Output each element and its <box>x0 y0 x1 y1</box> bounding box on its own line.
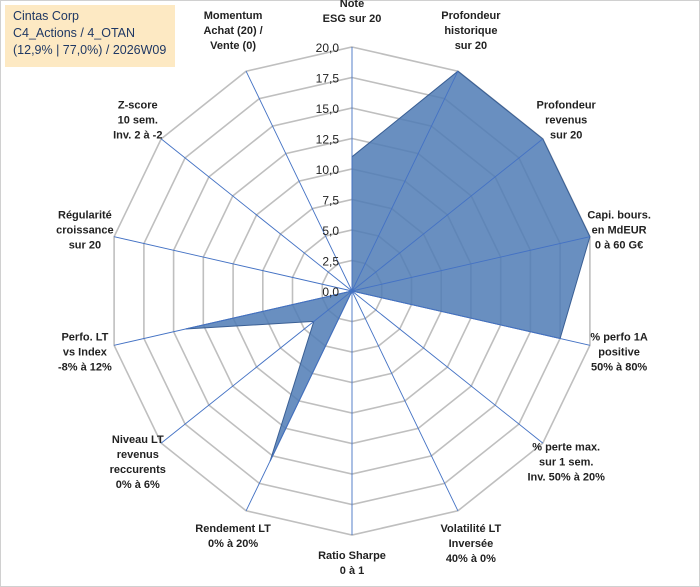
axis-label: revenus <box>545 115 587 127</box>
axis-label: Volatilité LT <box>441 523 502 535</box>
tick-label: 2,5 <box>322 255 339 269</box>
axis-label: positive <box>598 347 640 359</box>
axis-label: 0% à 20% <box>208 538 258 550</box>
axis-label: croissance <box>56 225 113 237</box>
title-category: C4_Actions / 4_OTAN <box>13 26 136 40</box>
title-company: Cintas Corp <box>13 9 79 23</box>
axis-label: Capi. bours. <box>587 210 651 222</box>
axis-spoke <box>351 290 459 511</box>
axis-label: Achat (20) / <box>203 25 262 37</box>
axis-spoke <box>245 290 353 511</box>
axis-label: Régularité <box>58 210 112 222</box>
axis-label: historique <box>444 25 497 37</box>
axis-label: % perte max. <box>532 441 600 453</box>
axis-label: 0 à 60 G€ <box>595 240 643 252</box>
tick-label: 0,0 <box>322 285 339 299</box>
axis-spoke <box>160 290 353 444</box>
axis-label: sur 20 <box>455 40 487 52</box>
axis-label: sur 20 <box>69 240 101 252</box>
axis-spoke <box>351 71 459 292</box>
axis-label: Rendement LT <box>195 523 271 535</box>
axis-label: Inv. 2 à -2 <box>113 130 162 142</box>
axis-label: Momentum <box>204 10 263 22</box>
tick-label: 20,0 <box>316 41 340 55</box>
axis-label: 50% à 80% <box>591 362 647 374</box>
tick-label: 10,0 <box>316 163 340 177</box>
axis-label: Inv. 50% à 20% <box>527 471 605 483</box>
axis-label: Inversée <box>449 538 494 550</box>
axis-label: -8% à 12% <box>58 362 112 374</box>
axis-label: sur 1 sem. <box>539 456 593 468</box>
axis-label: 10 sem. <box>118 115 158 127</box>
axis-spoke <box>245 71 353 292</box>
axis-label: Vente (0) <box>210 40 256 52</box>
tick-label: 7,5 <box>322 194 339 208</box>
axis-label: Note <box>340 0 364 10</box>
axis-label: 0% à 6% <box>116 479 160 491</box>
chart-title-box: Cintas Corp C4_Actions / 4_OTAN (12,9% |… <box>5 5 175 67</box>
axis-label: vs Index <box>63 347 108 359</box>
axis-label: Z-score <box>118 100 158 112</box>
axis-spoke <box>351 138 544 292</box>
tick-label: 12,5 <box>316 133 340 147</box>
tick-label: 15,0 <box>316 102 340 116</box>
axis-label: 0 à 1 <box>340 565 364 577</box>
axis-spoke <box>351 290 591 346</box>
axis-spoke <box>351 290 544 444</box>
axis-label: Perfo. LT <box>61 332 108 344</box>
axis-label: Ratio Sharpe <box>318 550 386 562</box>
axis-label: revenus <box>117 449 159 461</box>
axis-label: Profondeur <box>537 100 597 112</box>
axis-label: % perfo 1A <box>590 332 648 344</box>
axis-label: reccurents <box>110 464 166 476</box>
axis-spoke <box>113 236 353 292</box>
tick-label: 5,0 <box>322 224 339 238</box>
axis-spoke <box>160 138 353 292</box>
axis-label: en MdEUR <box>592 225 647 237</box>
axis-label: ESG sur 20 <box>323 13 382 25</box>
axis-label: 40% à 0% <box>446 553 496 565</box>
tick-label: 17,5 <box>316 72 340 86</box>
title-stats: (12,9% | 77,0%) / 2026W09 <box>13 43 167 57</box>
axis-spoke <box>113 290 353 346</box>
axis-label: Profondeur <box>441 10 501 22</box>
axis-label: Niveau LT <box>112 434 164 446</box>
axis-label: sur 20 <box>550 130 582 142</box>
axis-spoke <box>351 236 591 292</box>
